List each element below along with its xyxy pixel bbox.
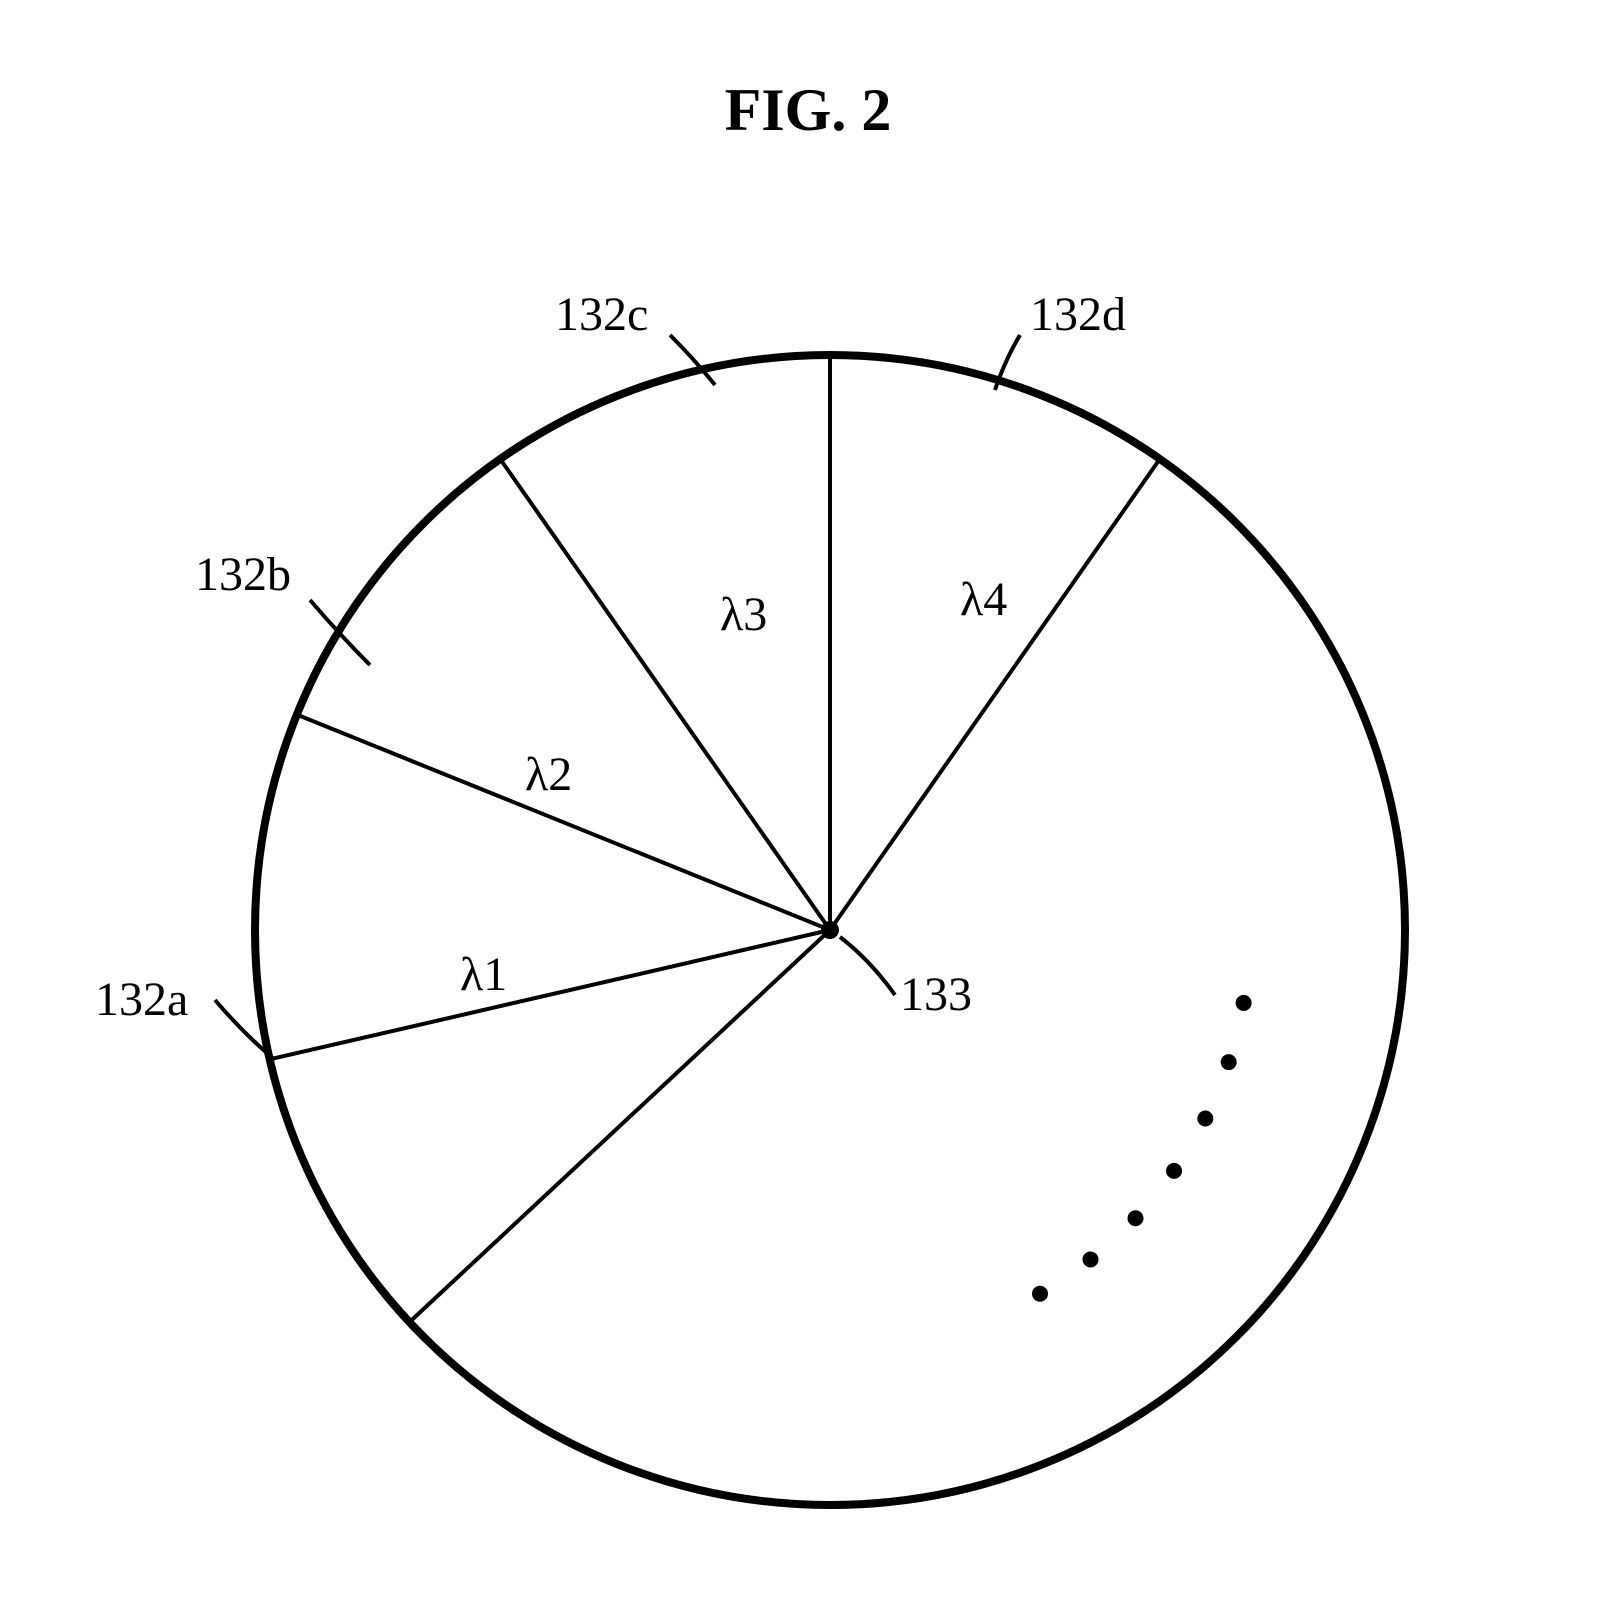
- radial-line: [830, 459, 1160, 930]
- sector-label: λ4: [960, 573, 1007, 626]
- ellipsis-dot: [1236, 995, 1252, 1011]
- sector-labels: λ1 λ2 λ3 λ4: [460, 573, 1007, 1001]
- callouts: 132a 132b 132c 132d 133: [95, 288, 1126, 1060]
- ellipsis-dots: [1032, 995, 1252, 1302]
- radial-line: [270, 930, 830, 1059]
- callout-leader: [840, 937, 895, 995]
- callout-leader: [310, 600, 370, 665]
- figure-svg: FIG. 2 λ1 λ2 λ3 λ4 132a 132b 132c 132d 133: [0, 0, 1617, 1611]
- ellipsis-dot: [1032, 1286, 1048, 1302]
- sector-label: λ1: [460, 948, 507, 1001]
- sector-label: λ3: [720, 588, 767, 641]
- ellipsis-dot: [1082, 1251, 1098, 1267]
- callout-label: 132d: [1030, 288, 1126, 341]
- figure-title: FIG. 2: [725, 77, 892, 143]
- callout-label: 132c: [555, 288, 648, 341]
- callout-label: 132a: [95, 973, 188, 1026]
- ellipsis-dot: [1221, 1054, 1237, 1070]
- center-dot: [821, 921, 839, 939]
- sector-label: λ2: [525, 748, 572, 801]
- ellipsis-dot: [1197, 1110, 1213, 1126]
- callout-label: 133: [900, 968, 972, 1021]
- radial-line: [500, 459, 830, 930]
- radial-line: [297, 715, 830, 930]
- callout-label: 132b: [195, 548, 291, 601]
- radial-lines: [270, 355, 1160, 1322]
- ellipsis-dot: [1127, 1210, 1143, 1226]
- ellipsis-dot: [1166, 1163, 1182, 1179]
